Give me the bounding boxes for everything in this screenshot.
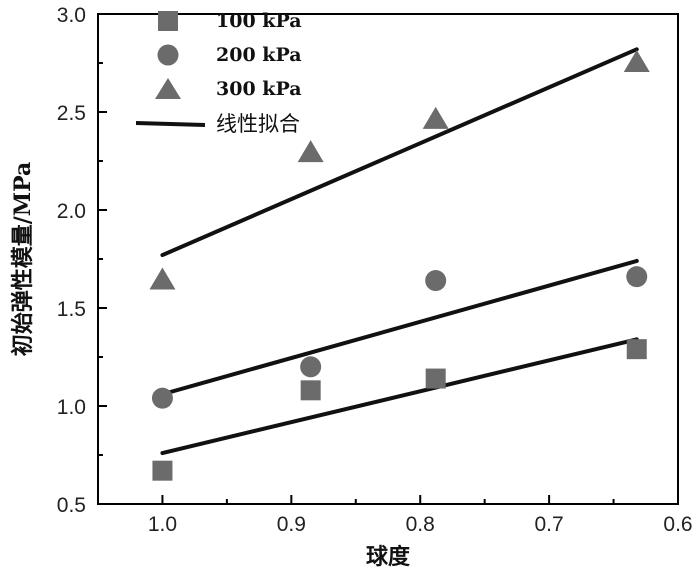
x-axis-ticks bbox=[97, 495, 679, 504]
x-axis-title: 球度 bbox=[366, 544, 411, 570]
data-point-300kpa bbox=[422, 106, 449, 129]
data-point-100kpa bbox=[152, 460, 173, 481]
fit-lines bbox=[160, 47, 639, 456]
legend-label-fit: 线性拟合 bbox=[216, 112, 300, 136]
data-point-200kpa bbox=[425, 270, 447, 292]
legend-label-100kpa: 100 kPa bbox=[216, 10, 302, 32]
legend-marker-triangle bbox=[155, 78, 181, 99]
legend-marker-circle bbox=[157, 44, 179, 66]
legend-marker-square bbox=[158, 11, 178, 31]
data-markers bbox=[149, 50, 650, 481]
data-point-200kpa bbox=[626, 266, 648, 288]
data-point-300kpa bbox=[623, 50, 650, 72]
fit-line-300kpa bbox=[160, 47, 639, 258]
y-axis-ticks bbox=[98, 13, 107, 505]
data-point-100kpa bbox=[626, 339, 647, 360]
legend-label-200kpa: 200 kPa bbox=[216, 44, 302, 66]
data-point-100kpa bbox=[300, 380, 321, 401]
x-tick-label: 1.0 bbox=[148, 513, 177, 536]
legend-fit-line bbox=[135, 121, 206, 127]
plot-area-frame bbox=[97, 13, 679, 505]
x-tick-label: 0.9 bbox=[277, 513, 306, 536]
legend: 100 kPa 200 kPa 300 kPa 线性拟合 bbox=[135, 10, 302, 136]
y-axis-title: 初始弹性模量/MPa bbox=[10, 162, 36, 357]
x-tick-label: 0.7 bbox=[535, 513, 564, 536]
data-point-200kpa bbox=[151, 387, 173, 409]
fit-line-200kpa bbox=[160, 258, 639, 397]
data-point-200kpa bbox=[300, 356, 322, 378]
y-tick-label: 3.0 bbox=[57, 4, 86, 27]
data-point-100kpa bbox=[425, 368, 446, 389]
y-tick-label: 2.5 bbox=[57, 102, 86, 125]
x-axis-tick-labels: 1.0 0.9 0.8 0.7 0.6 bbox=[148, 513, 693, 536]
fit-line-100kpa bbox=[160, 337, 639, 456]
x-tick-label: 0.6 bbox=[663, 513, 692, 536]
data-point-300kpa bbox=[149, 267, 176, 290]
x-tick-label: 0.8 bbox=[406, 513, 435, 536]
y-tick-label: 0.5 bbox=[57, 494, 86, 517]
y-tick-label: 2.0 bbox=[57, 200, 86, 223]
y-tick-label: 1.5 bbox=[57, 298, 86, 321]
y-axis-tick-labels: 0.5 1.0 1.5 2.0 2.5 3.0 bbox=[57, 4, 86, 517]
y-tick-label: 1.0 bbox=[57, 396, 86, 419]
legend-label-300kpa: 300 kPa bbox=[216, 78, 302, 100]
data-point-300kpa bbox=[297, 140, 324, 163]
